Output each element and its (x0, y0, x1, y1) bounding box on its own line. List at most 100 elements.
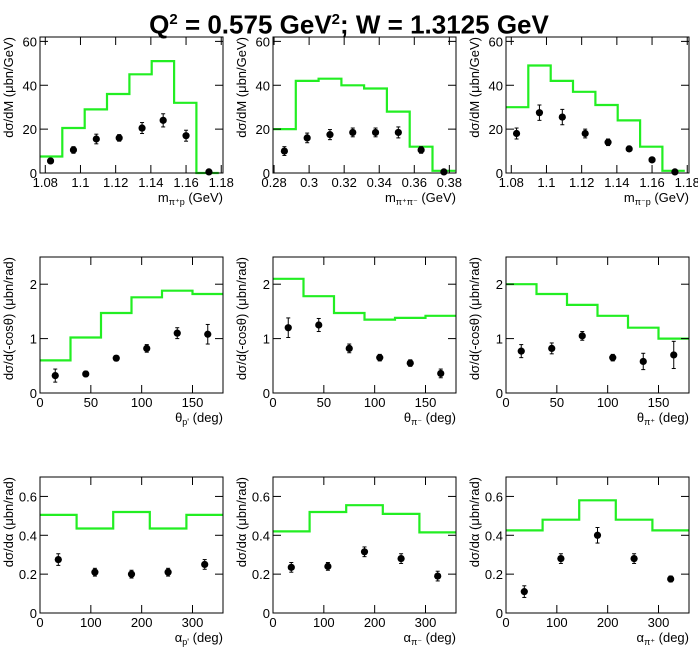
data-point (115, 134, 123, 142)
y-tick-label: 20 (23, 122, 37, 137)
y-tick-label: 0.6 (19, 489, 37, 504)
y-tick-label: 0 (30, 386, 37, 401)
x-tick-label: 50 (84, 395, 98, 410)
data-point (609, 354, 617, 362)
y-tick-label: 0.2 (252, 567, 270, 582)
title-q2-value: = 0.575 GeV (177, 9, 332, 40)
y-axis-title: dσ/d(-cosθ) (μbn/rad) (1, 257, 16, 380)
data-point (201, 560, 209, 569)
x-tick-label: 1.16 (639, 175, 664, 190)
y-axis-title: dσ/dα (μbn/rad) (1, 477, 16, 567)
plot-frame (272, 36, 457, 174)
data-point (205, 168, 213, 176)
data-point (670, 351, 678, 359)
plot-frame (272, 256, 457, 394)
x-axis-title-subscript: π⁺p (169, 197, 185, 207)
title-q: Q (149, 9, 170, 40)
model-histogram (506, 64, 685, 172)
data-point (517, 347, 525, 355)
data-point (578, 332, 586, 340)
plot-frame (505, 476, 690, 614)
data-point (604, 138, 612, 146)
x-axis-title-subscript: p' (182, 417, 189, 427)
x-tick-label: 100 (597, 395, 619, 410)
x-tick-label: 200 (131, 615, 153, 630)
y-axis-title: dσ/dM (μbn/GeV) (1, 37, 16, 138)
x-tick-label: 1.14 (138, 175, 163, 190)
data-point (91, 568, 99, 576)
plot-frame (505, 36, 690, 174)
x-axis-title: αp' (deg) (175, 630, 223, 647)
y-tick-label: 0 (30, 606, 37, 621)
x-axis-title-unit: (deg) (655, 630, 689, 645)
x-axis-title-symbol: m (385, 190, 396, 205)
x-axis-title-symbol: α (175, 630, 183, 645)
title-w-value: ; W = 1.3125 GeV (340, 9, 549, 40)
data-point (397, 555, 405, 563)
y-tick-label: 0.6 (252, 489, 270, 504)
x-axis-title-unit: (deg) (655, 410, 689, 425)
panel-6: 0 50 100 150 0 1 2 θπ⁺ (deg) dσ/d(-cosθ) (μbn/ra… (467, 256, 690, 427)
title-gev-exponent: 2 (331, 11, 341, 28)
y-axis-title: dσ/d(-cosθ) (μbn/rad) (467, 257, 482, 380)
x-axis-title: θπ⁻ (deg) (404, 410, 456, 427)
y-tick-label: 0 (263, 386, 270, 401)
figure-title: Q2 = 0.575 GeV2; W = 1.3125 GeV (0, 0, 698, 40)
x-axis-title: mπ⁻p (GeV) (624, 190, 689, 207)
data-point (671, 168, 679, 176)
y-tick-label: 40 (256, 78, 270, 93)
y-tick-label: 1 (30, 332, 37, 347)
panel-8: 0 100 200 300 0 0.2 0.4 0.6 απ⁻ (deg) dσ/dα (μbn/… (234, 476, 457, 647)
data-point (394, 128, 402, 137)
x-tick-label: 100 (313, 615, 335, 630)
data-point (324, 562, 332, 570)
y-tick-label: 60 (23, 34, 37, 49)
y-tick-label: 20 (489, 122, 503, 137)
x-tick-label: 200 (364, 615, 386, 630)
panel-1: 1.08 1.1 1.12 1.14 1.16 1.18 0 20 40 60 mπ⁺p (GeV)… (1, 34, 234, 207)
x-axis-title-subscript: π⁻ (411, 637, 422, 647)
data-point (138, 124, 146, 132)
y-tick-label: 0.4 (252, 528, 270, 543)
x-tick-label: 100 (80, 615, 102, 630)
x-axis-title-symbol: θ (637, 410, 644, 425)
model-histogram (273, 504, 456, 534)
data-point (371, 128, 380, 137)
data-point (360, 548, 369, 556)
data-point (69, 146, 78, 154)
x-tick-label: 0.38 (437, 175, 462, 190)
x-axis-title-unit: (deg) (422, 410, 456, 425)
y-tick-label: 0 (263, 166, 270, 181)
x-tick-label: 50 (550, 395, 564, 410)
data-point (417, 146, 425, 154)
x-tick-label: 150 (182, 395, 204, 410)
model-histogram (40, 289, 223, 362)
data-point (143, 344, 151, 352)
data-point (440, 168, 448, 176)
x-axis-title-subscript: π⁺ (644, 637, 655, 647)
panel-4: 0 50 100 150 0 1 2 θp' (deg) dσ/d(-cosθ) (μbn/ra… (1, 256, 224, 427)
x-axis-title-unit: (deg) (422, 630, 456, 645)
x-axis-title-subscript: p' (182, 637, 189, 647)
x-tick-label: 300 (648, 615, 670, 630)
model-histogram (506, 499, 689, 532)
x-tick-label: 100 (364, 395, 386, 410)
y-tick-label: 0.6 (485, 489, 503, 504)
y-tick-label: 0.4 (19, 528, 37, 543)
data-point (434, 572, 442, 580)
data-point (303, 134, 311, 142)
data-point (127, 570, 136, 578)
data-point (535, 109, 544, 117)
y-tick-label: 2 (496, 277, 503, 292)
model-histogram (273, 277, 456, 321)
data-point (345, 344, 353, 352)
x-axis-title: απ⁺ (deg) (637, 630, 689, 647)
data-point (557, 555, 565, 563)
model-histogram (40, 510, 223, 530)
data-point (648, 156, 656, 164)
data-point (280, 147, 288, 155)
x-tick-label: 0.32 (332, 175, 357, 190)
y-tick-label: 60 (489, 34, 503, 49)
y-tick-label: 0 (496, 166, 503, 181)
data-point (593, 531, 602, 539)
